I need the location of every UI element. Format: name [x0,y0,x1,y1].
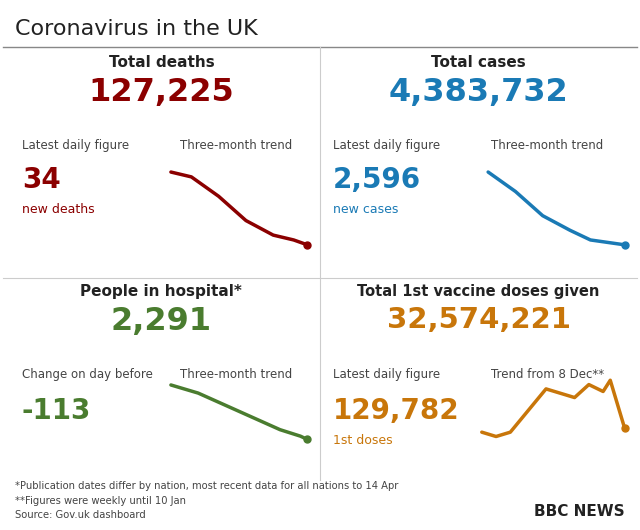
Text: Coronavirus in the UK: Coronavirus in the UK [15,19,258,39]
Text: Total 1st vaccine doses given: Total 1st vaccine doses given [357,285,600,299]
Text: 2,291: 2,291 [111,306,212,338]
Text: Latest daily figure: Latest daily figure [333,139,440,152]
Text: 129,782: 129,782 [333,397,460,425]
Text: 2,596: 2,596 [333,166,421,195]
Text: *Publication dates differ by nation, most recent data for all nations to 14 Apr: *Publication dates differ by nation, mos… [15,481,399,491]
Text: Latest daily figure: Latest daily figure [333,368,440,381]
Text: 1st doses: 1st doses [333,434,392,447]
Text: People in hospital*: People in hospital* [81,285,243,299]
Text: Total cases: Total cases [431,55,526,70]
Text: Trend from 8 Dec**: Trend from 8 Dec** [492,368,604,381]
Text: Total deaths: Total deaths [109,55,214,70]
Text: new cases: new cases [333,203,398,216]
Text: BBC NEWS: BBC NEWS [534,505,625,519]
Text: Three-month trend: Three-month trend [180,368,292,381]
Text: 34: 34 [22,166,61,195]
Text: new deaths: new deaths [22,203,95,216]
Text: 32,574,221: 32,574,221 [387,306,571,334]
Text: Three-month trend: Three-month trend [492,139,604,152]
Text: 4,383,732: 4,383,732 [388,77,568,108]
Text: Change on day before: Change on day before [22,368,153,381]
Text: Three-month trend: Three-month trend [180,139,292,152]
Text: Source: Gov.uk dashboard: Source: Gov.uk dashboard [15,510,146,520]
Text: -113: -113 [22,397,91,425]
Text: Latest daily figure: Latest daily figure [22,139,129,152]
Text: **Figures were weekly until 10 Jan: **Figures were weekly until 10 Jan [15,496,186,506]
Text: 127,225: 127,225 [88,77,234,108]
